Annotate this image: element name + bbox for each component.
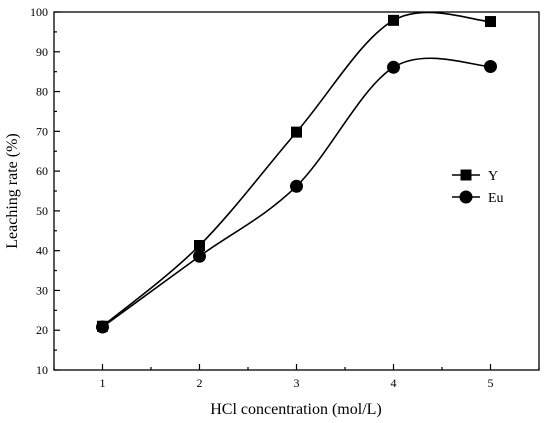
series-line-y <box>101 11 491 327</box>
x-tick-label: 4 <box>391 376 397 390</box>
y-tick-label: 10 <box>36 363 48 377</box>
y-tick-label: 40 <box>36 244 48 258</box>
series-layer <box>96 11 497 334</box>
y-tick-label: 80 <box>36 85 48 99</box>
data-point-y <box>291 126 302 138</box>
data-point-eu <box>290 179 303 193</box>
data-point-eu <box>484 59 497 73</box>
y-tick-label: 30 <box>36 283 48 297</box>
y-tick-label: 60 <box>36 164 48 178</box>
x-tick-label: 3 <box>294 376 300 390</box>
data-point-y <box>485 16 496 28</box>
x-axis-label: HCl concentration (mol/L) <box>210 401 382 418</box>
legend: Y Eu <box>452 169 504 206</box>
y-axis-label: Leaching rate (%) <box>4 133 21 248</box>
data-point-y <box>388 14 399 26</box>
legend-label-eu: Eu <box>488 191 504 206</box>
x-axis-ticks: 1 2 3 4 5 <box>53 364 540 390</box>
y-axis-ticks: 10 20 30 40 50 60 70 80 90 100 <box>30 5 60 377</box>
legend-marker-eu <box>459 190 473 204</box>
y-tick-label: 50 <box>36 204 48 218</box>
x-tick-label: 5 <box>488 376 494 390</box>
x-tick-label: 2 <box>197 376 203 390</box>
y-tick-label: 90 <box>36 45 48 59</box>
x-tick-label: 1 <box>100 376 106 390</box>
legend-label-y: Y <box>488 169 498 184</box>
data-point-eu <box>387 60 400 74</box>
y-tick-label: 20 <box>36 323 48 337</box>
data-point-eu <box>96 320 109 334</box>
data-point-y <box>194 239 205 251</box>
data-point-eu <box>193 249 206 263</box>
y-tick-label: 70 <box>36 124 48 138</box>
legend-marker-y <box>460 169 472 181</box>
y-tick-label: 100 <box>30 5 48 19</box>
